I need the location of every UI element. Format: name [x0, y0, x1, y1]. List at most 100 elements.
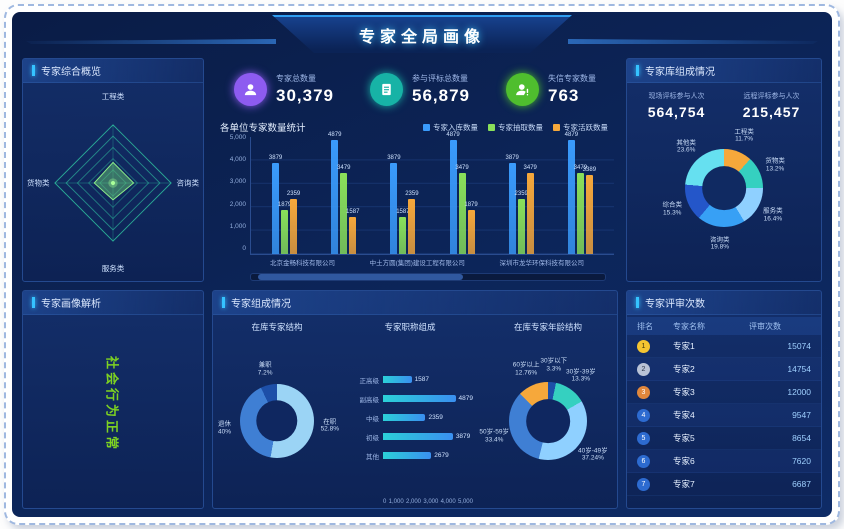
bar: 2359	[515, 191, 528, 254]
hbar-fill	[383, 452, 432, 459]
donut-segment-label: 50岁-59岁 33.4%	[479, 429, 509, 444]
rank-badge: 1	[637, 339, 650, 353]
bar-group: 3879 2359 3479	[505, 137, 537, 254]
hbar-x-tick: 0	[383, 499, 387, 505]
bar-value-label: 1587	[396, 208, 410, 215]
y-tick-label: 1,000	[229, 222, 246, 230]
kpi-item: 失信专家数量 763	[506, 72, 596, 106]
expert-name-cell: 专家5	[673, 433, 695, 443]
rank-badge: 5	[637, 431, 650, 445]
document-icon	[370, 72, 403, 106]
panel-review-title: 专家评审次数	[627, 291, 821, 315]
bar-value-label: 3879	[505, 155, 519, 162]
y-tick-label: 4,000	[229, 156, 246, 164]
hbar-category-label: 中级	[366, 415, 379, 423]
bar-value-label: 3389	[582, 166, 597, 173]
hbar-value-label: 2679	[434, 452, 449, 459]
bar-value-label: 1879	[277, 202, 292, 209]
bar-group: 4879 3479 1879	[446, 132, 478, 254]
donut-segment-label: 60岁以上 12.76%	[512, 361, 540, 377]
radar-axis-label: 咨询类	[176, 178, 200, 187]
rank-cell: 7	[637, 477, 673, 491]
legend-label: 专家入库数量	[433, 122, 478, 132]
bar: 3389	[583, 167, 596, 254]
bar: 1879	[278, 202, 291, 254]
screenshot-frame: 专家全局画像 专家综合概览	[4, 4, 840, 525]
header-right-decoration	[568, 39, 818, 44]
table-row[interactable]: 3 专家3 12000	[627, 381, 821, 404]
hbar-value-label: 2359	[428, 414, 443, 421]
table-row[interactable]: 7 专家7 6687	[627, 473, 821, 496]
legend-label: 专家抽取数量	[498, 122, 543, 132]
struct-donut-title: 在库专家结构	[251, 322, 303, 332]
stat-label: 现场评标参与人次	[648, 93, 705, 100]
hbar-track: 3879	[383, 433, 473, 440]
bar: 3479	[524, 165, 537, 254]
donut-hole	[256, 400, 298, 442]
hbar-value-label: 3879	[455, 433, 471, 440]
library-donut-chart: 工程类 11.7% 货物类 13.2% 服务类 16.4% 咨询类 19.8% 综合类 15.3%…	[627, 124, 821, 252]
review-column-header: 评审次数	[749, 321, 781, 331]
x-axis-category-label: 北京金畅科技有限公司	[270, 260, 335, 267]
header-title-banner: 专家全局画像	[272, 15, 572, 53]
hbar-row: 初级 3879	[347, 432, 473, 442]
user-alert-icon	[506, 72, 539, 106]
donut-ring	[685, 149, 763, 227]
bar: 3479	[455, 165, 469, 254]
legend-item[interactable]: 专家活跃数量	[553, 122, 608, 133]
chart-scrollbar-thumb[interactable]	[258, 274, 464, 280]
panel-portrait-title: 专家画像解析	[23, 291, 203, 315]
dashboard-grid: 专家综合概览 工程类 咨询	[22, 58, 822, 509]
header: 专家全局画像	[12, 15, 832, 59]
legend-item[interactable]: 专家入库数量	[423, 122, 478, 133]
review-count-cell: 15074	[787, 341, 811, 351]
review-column-header: 排名	[637, 321, 653, 331]
panel-library: 专家库组成情况 现场评标参与人次 564,754 远程评标参与人次 215,457 工…	[626, 58, 822, 282]
compose-right-column: 在库专家年龄结构 30岁以下 3.3% 30岁-39岁 13.3% 40岁-49岁 37.…	[479, 315, 617, 508]
hbar-track: 1587	[383, 376, 473, 383]
expert-name-cell: 专家7	[673, 479, 695, 489]
rank-badge: 2	[637, 362, 650, 376]
library-stat: 现场评标参与人次 564,754	[648, 91, 706, 120]
table-row[interactable]: 4 专家4 9547	[627, 404, 821, 427]
radar-axis-label: 服务类	[101, 264, 125, 273]
kpi-value: 30,379	[276, 85, 334, 105]
review-count-cell: 14754	[787, 364, 811, 374]
rank-badge: 3	[637, 385, 650, 399]
rank-cell: 1	[637, 339, 673, 353]
bar: 2359	[405, 191, 419, 254]
review-count-cell: 8654	[792, 433, 811, 443]
hbar-row: 正高级 1587	[347, 375, 473, 385]
panel-overview: 专家综合概览 工程类 咨询	[22, 58, 204, 282]
bar: 3879	[269, 155, 282, 254]
bar-value-label: 3479	[523, 164, 537, 171]
donut-segment-label: 咨询类 19.8%	[710, 236, 730, 251]
chart-scrollbar[interactable]	[250, 273, 606, 281]
kpi-item: 专家总数量 30,379	[234, 72, 334, 106]
panel-portrait: 专家画像解析 社会行为正常	[22, 290, 204, 509]
legend-label: 专家活跃数量	[563, 122, 608, 132]
unit-chart-title: 各单位专家数量统计	[220, 123, 306, 134]
x-axis-labels: 北京金畅科技有限公司 中土方圆(集团)建设工程有限公司 深圳市龙华环保科技有限公司	[216, 255, 614, 269]
table-row[interactable]: 5 专家5 8654	[627, 427, 821, 450]
bar-value-label: 1587	[346, 208, 360, 215]
donut-segment-label: 30岁以下 3.3%	[540, 357, 568, 373]
dashboard: 专家全局画像 专家综合概览	[12, 12, 832, 517]
kpi-label: 专家总数量	[276, 73, 316, 83]
hbar-x-axis: 0 1,000 2,000 3,000 4,000 5,000	[347, 496, 473, 508]
table-row[interactable]: 6 专家6 7620	[627, 450, 821, 473]
hbar-category-label: 副高级	[359, 396, 380, 404]
legend-item[interactable]: 专家抽取数量	[488, 122, 543, 133]
hbar-track: 4879	[383, 395, 473, 402]
kpi-value: 763	[548, 85, 580, 105]
hbar-fill	[383, 433, 453, 440]
table-row[interactable]: 1 专家1 15074	[627, 335, 821, 358]
bar-group: 3879 1587 2359	[387, 137, 419, 254]
header-left-decoration	[26, 39, 276, 44]
library-stats: 现场评标参与人次 564,754 远程评标参与人次 215,457	[627, 83, 821, 122]
rank-cell: 2	[637, 362, 673, 376]
review-count-cell: 9547	[792, 410, 811, 420]
hbar-track: 2679	[383, 452, 473, 459]
hbar-title: 专家职称组成	[384, 322, 436, 332]
table-row[interactable]: 2 专家2 14754	[627, 358, 821, 381]
